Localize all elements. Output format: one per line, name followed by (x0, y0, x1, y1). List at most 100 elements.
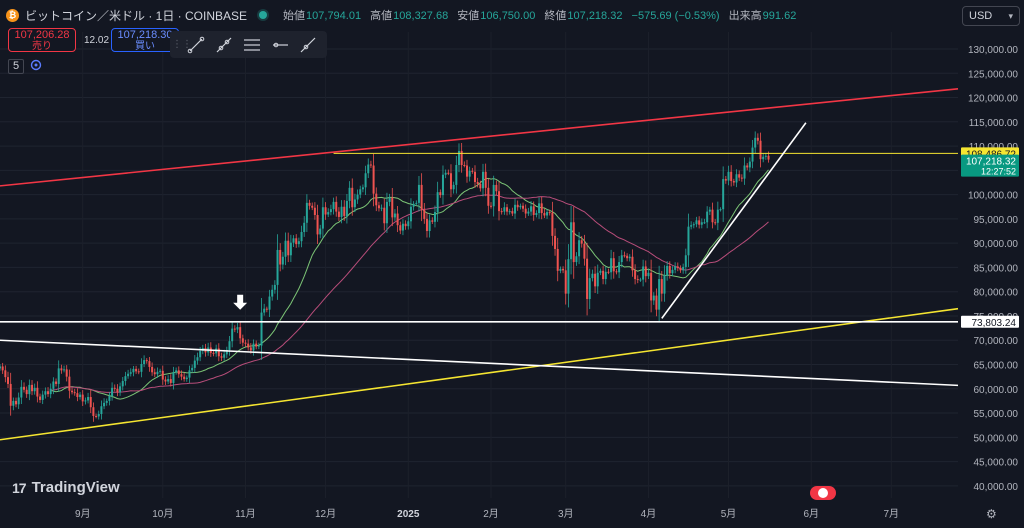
x-tick-label: 9月 (75, 508, 91, 520)
candle-body (17, 397, 20, 405)
candle-body (279, 249, 282, 265)
y-tick-label: 45,000.00 (974, 458, 1019, 469)
candle-body (527, 211, 530, 214)
candle-body (172, 372, 175, 383)
yellow-support-line[interactable] (0, 307, 959, 441)
candle-body (578, 240, 581, 257)
red-resistance-line[interactable] (0, 87, 959, 187)
candle-body (698, 220, 701, 225)
horizontal-ray-tool-icon[interactable] (266, 34, 294, 56)
candle-body (340, 206, 343, 217)
candle-body (722, 179, 725, 210)
candle-body (161, 370, 164, 380)
white-descending-line[interactable] (0, 339, 959, 387)
candle-body (628, 256, 631, 259)
candle-body (618, 262, 621, 273)
indicator-legend[interactable]: 5 (8, 58, 42, 74)
candle-body (103, 402, 106, 407)
candle-body (268, 296, 271, 310)
chart-grid (0, 32, 958, 498)
candle-body (556, 248, 559, 271)
candle-body (191, 367, 194, 371)
candle-body (538, 203, 541, 214)
trend-line-tool-icon[interactable] (182, 34, 210, 56)
parallel-channel-tool-icon[interactable] (238, 34, 266, 56)
candle-body (345, 200, 348, 216)
candle-body (735, 174, 738, 183)
candle-body (692, 224, 695, 226)
candle-body (319, 228, 322, 235)
candle-body (730, 171, 733, 182)
candle-body (41, 394, 44, 400)
sell-button[interactable]: 107,206.28 売り (8, 28, 76, 52)
white-uptrend-line[interactable] (661, 122, 807, 319)
candle-body (479, 183, 482, 189)
time-axis[interactable]: 9月 10月 11月 12月 2025 2月 3月 4月 5月 6月 7月 (75, 508, 899, 520)
sell-price: 107,206.28 (14, 29, 70, 41)
candle-body (36, 387, 39, 397)
ohlc-values: 始値107,794.01 高値108,327.68 安値106,750.00 終… (277, 7, 796, 23)
market-status-icon[interactable] (259, 11, 268, 19)
candle-body (233, 328, 236, 330)
candle-body (260, 312, 263, 346)
candle-body (396, 213, 399, 226)
symbol-title[interactable]: ビットコイン／米ドル · 1日 · COINBASE (25, 8, 248, 23)
indicator-value[interactable]: 5 (8, 58, 25, 74)
candle-body (257, 345, 260, 347)
candle-body (100, 406, 103, 415)
gear-icon[interactable]: ⚙ (986, 507, 997, 521)
candle-body (287, 240, 290, 256)
buy-button[interactable]: 107,218.30 買い (111, 28, 179, 52)
drag-handle-icon[interactable]: ⋮⋮ (172, 39, 192, 50)
y-tick-label: 60,000.00 (974, 385, 1019, 396)
ray-tool-icon[interactable] (210, 34, 238, 56)
high-label: 高値 (370, 10, 393, 22)
candle-body (327, 212, 330, 215)
currency-select[interactable]: USD ▾ (962, 6, 1020, 26)
candle-body (724, 179, 727, 181)
candle-body (732, 181, 735, 183)
candle-body (519, 205, 522, 208)
candle-body (500, 211, 503, 213)
close-label: 終値 (544, 10, 567, 22)
candle-body (68, 376, 71, 391)
candle-body (738, 174, 741, 178)
candle-body (647, 272, 650, 277)
trend-lines[interactable] (0, 87, 959, 441)
candle-body (644, 266, 647, 277)
candle-body (329, 209, 332, 213)
candle-body (15, 400, 18, 405)
candle-body (167, 379, 170, 382)
candle-body (476, 181, 479, 184)
candle-body (87, 397, 90, 401)
candle-body (764, 155, 767, 157)
candle-body (487, 187, 490, 206)
candle-body (281, 256, 284, 265)
annotation-arrow[interactable] (233, 294, 248, 310)
candle-body (73, 392, 76, 394)
tradingview-logo[interactable]: 17 TradingView (12, 479, 120, 496)
candle-body (164, 379, 167, 382)
candle-body (393, 213, 396, 218)
price-axis[interactable]: 40,000.00 45,000.00 50,000.00 55,000.00 60,0… (968, 45, 1018, 493)
candle-body (52, 381, 55, 389)
candle-body (185, 377, 188, 380)
candle-body (79, 394, 82, 398)
candle-body (196, 357, 199, 361)
extended-line-tool-icon[interactable] (294, 34, 322, 56)
candle-body (31, 384, 34, 392)
candle-body (20, 386, 23, 398)
candle-body (604, 271, 607, 280)
x-tick-label: 3月 (558, 508, 574, 520)
down-arrow-icon[interactable] (233, 294, 248, 310)
candle-body (447, 172, 450, 174)
low-value: 106,750.00 (480, 10, 536, 22)
candle-body (223, 354, 226, 358)
y-tick-label: 90,000.00 (974, 239, 1019, 250)
price-label-text: 107,218.32 (966, 157, 1016, 168)
candle-body (452, 184, 455, 190)
candle-body (460, 150, 463, 166)
economic-event-icon[interactable] (810, 486, 836, 500)
indicator-settings-icon[interactable] (30, 59, 42, 74)
